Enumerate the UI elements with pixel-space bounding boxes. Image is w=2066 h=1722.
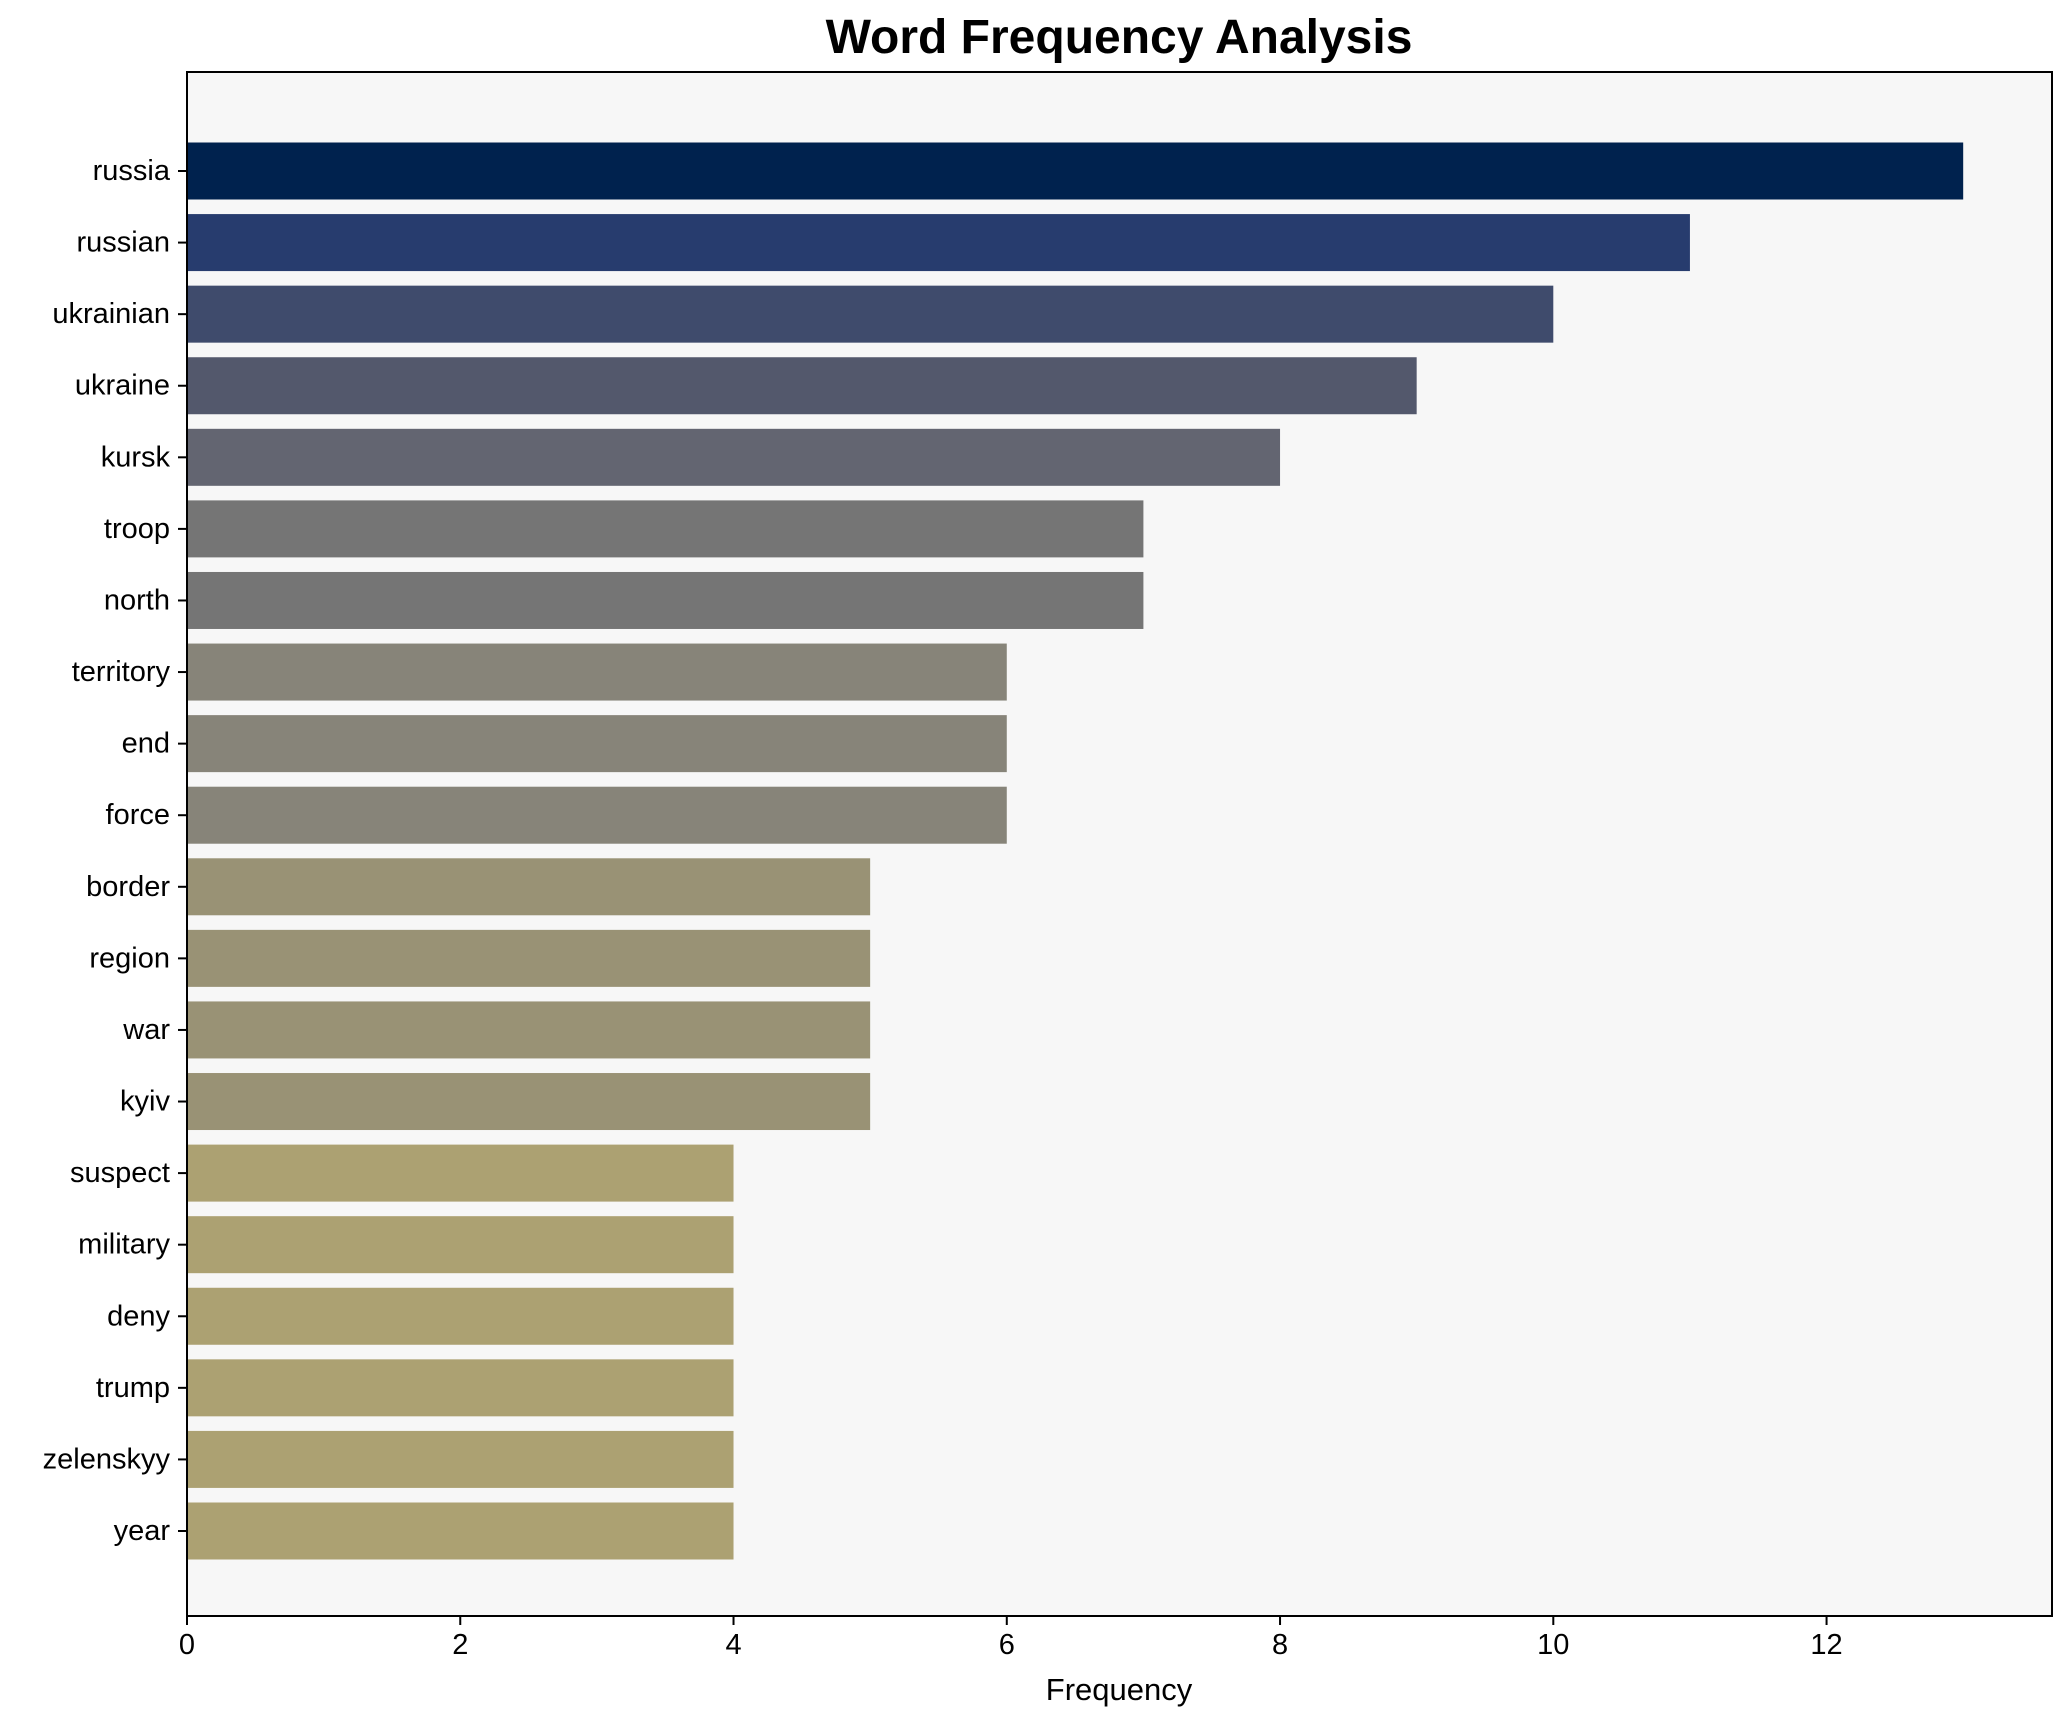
x-tick-label-12: 12 <box>1810 1629 1842 1661</box>
y-tick-label-suspect: suspect <box>70 1157 170 1189</box>
y-tick-label-kyiv: kyiv <box>120 1086 170 1118</box>
x-tick-label-0: 0 <box>179 1629 195 1661</box>
bar-year <box>187 1502 734 1560</box>
bar-region <box>187 929 871 987</box>
y-tick-label-ukraine: ukraine <box>75 370 170 402</box>
x-tick-label-8: 8 <box>1272 1629 1288 1661</box>
bar-end <box>187 715 1007 773</box>
y-tick-label-russian: russian <box>77 227 171 259</box>
y-tick-label-end: end <box>122 728 170 760</box>
bar-russia <box>187 142 1964 200</box>
x-axis-label: Frequency <box>1046 1672 1193 1707</box>
bar-ukrainian <box>187 285 1554 343</box>
x-axis-ticks: 0 2 4 6 8 10 12 <box>179 1616 1843 1661</box>
bar-border <box>187 858 871 916</box>
y-tick-label-military: military <box>78 1229 170 1261</box>
y-tick-label-deny: deny <box>107 1300 170 1332</box>
y-tick-label-border: border <box>86 871 170 903</box>
y-tick-label-war: war <box>122 1014 170 1046</box>
bar-kyiv <box>187 1073 871 1131</box>
x-tick-label-10: 10 <box>1537 1629 1569 1661</box>
x-tick-label-2: 2 <box>452 1629 468 1661</box>
bar-ukraine <box>187 357 1417 415</box>
y-tick-label-zelenskyy: zelenskyy <box>43 1443 171 1475</box>
bar-military <box>187 1216 734 1274</box>
bar-deny <box>187 1287 734 1345</box>
bar-zelenskyy <box>187 1430 734 1488</box>
y-tick-label-north: north <box>104 584 170 616</box>
y-tick-label-territory: territory <box>72 656 171 688</box>
plot-frame <box>186 71 2053 1617</box>
bar-trump <box>187 1359 734 1417</box>
x-tick-label-4: 4 <box>725 1629 741 1661</box>
bar-russian <box>187 214 1690 272</box>
y-tick-label-ukrainian: ukrainian <box>52 298 170 330</box>
y-tick-label-region: region <box>89 942 170 974</box>
bar-territory <box>187 643 1007 701</box>
y-tick-label-year: year <box>114 1515 171 1547</box>
bar-war <box>187 1001 871 1059</box>
y-tick-label-kursk: kursk <box>101 441 171 473</box>
bars-group <box>187 142 1964 1560</box>
bar-suspect <box>187 1144 734 1202</box>
y-tick-label-force: force <box>106 799 170 831</box>
chart-title: Word Frequency Analysis <box>826 11 1413 64</box>
y-axis-ticks: russia russian ukrainian ukraine kursk troop n… <box>43 155 187 1547</box>
y-tick-label-trump: trump <box>96 1372 170 1404</box>
bar-kursk <box>187 428 1281 486</box>
bar-north <box>187 571 1144 629</box>
y-tick-label-russia: russia <box>93 155 171 187</box>
y-tick-label-troop: troop <box>104 513 170 545</box>
x-tick-label-6: 6 <box>999 1629 1015 1661</box>
bar-force <box>187 786 1007 844</box>
bar-troop <box>187 500 1144 558</box>
